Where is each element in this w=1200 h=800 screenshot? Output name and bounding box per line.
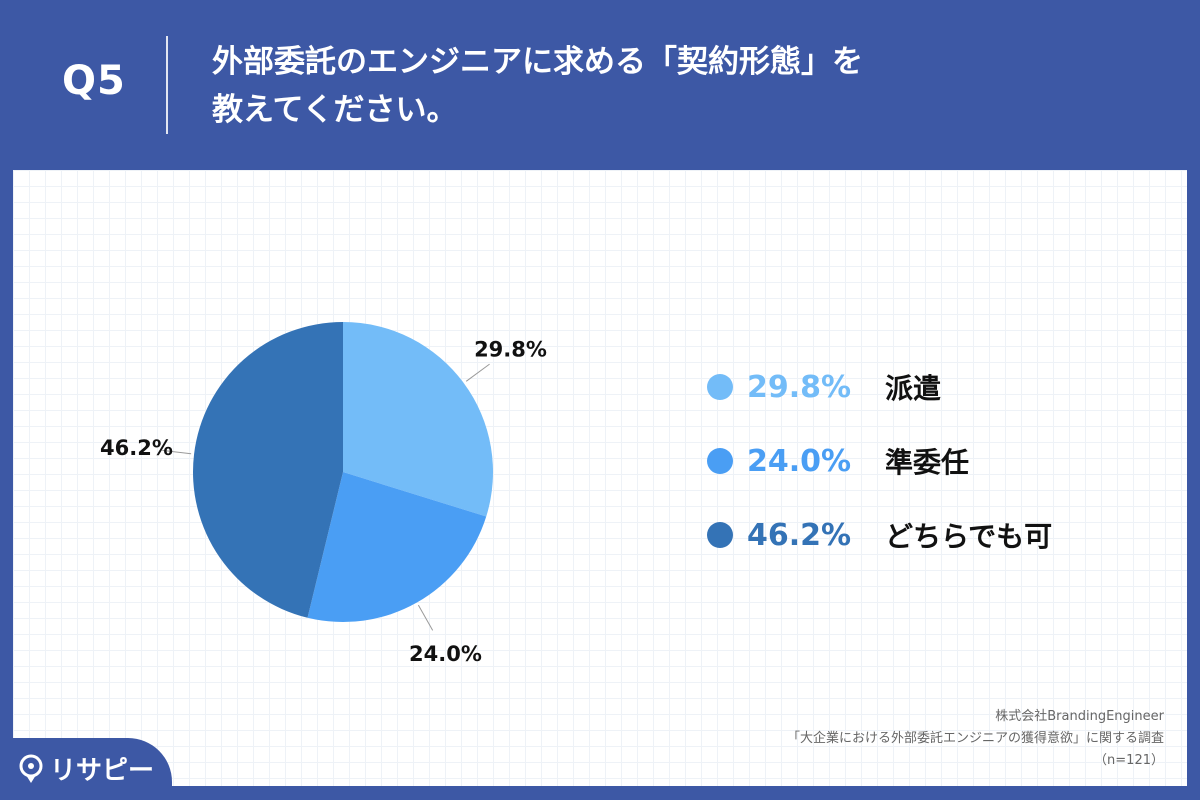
question-line-2: 教えてください。	[212, 92, 458, 128]
question-line-1: 外部委託のエンジニアに求める「契約形態」を	[212, 44, 863, 80]
legend-dot-icon	[707, 448, 733, 474]
chart-legend: 29.8% 派遣 24.0% 準委任 46.2% どちらでも可	[707, 350, 1052, 572]
legend-label: どちらでも可	[885, 520, 1053, 553]
legend-item-haken: 29.8% 派遣	[707, 350, 1052, 424]
brand-logo: リサピー	[18, 750, 154, 787]
pie-label-dochiras: 46.2%	[100, 436, 173, 460]
legend-item-jun-inin: 24.0% 準委任	[707, 424, 1052, 498]
pie-leader-line	[417, 604, 434, 631]
pie-leader-line	[465, 363, 490, 382]
survey-source: 株式会社BrandingEngineer 「大企業における外部委託エンジニアの獲…	[787, 706, 1164, 772]
logo-text: リサピー	[50, 756, 155, 786]
legend-label: 派遣	[885, 372, 942, 405]
question-number: Q5	[62, 58, 126, 104]
legend-value: 24.0%	[747, 443, 852, 479]
pie-label-haken: 29.8%	[474, 338, 547, 362]
pie-leader-line	[162, 449, 192, 455]
source-company: 株式会社BrandingEngineer	[995, 709, 1164, 724]
logo-tab	[0, 738, 172, 800]
pie-slice-jun-inin	[307, 472, 487, 622]
header-divider	[166, 36, 168, 134]
legend-label: 準委任	[885, 446, 970, 479]
source-survey: 「大企業における外部委託エンジニアの獲得意欲」に関する調査	[786, 731, 1164, 746]
pie-label-jun-inin: 24.0%	[409, 642, 482, 666]
legend-value: 46.2%	[747, 517, 852, 553]
pie-slice-dochiras	[192, 322, 343, 618]
legend-dot-icon	[707, 374, 733, 400]
pie-chart: 29.8% 24.0% 46.2%	[100, 322, 547, 666]
pie-slice-haken	[343, 322, 493, 517]
source-sample: （n=121）	[1094, 753, 1164, 768]
question-title: 外部委託のエンジニアに求める「契約形態」を 教えてください。	[212, 38, 1112, 134]
legend-value: 29.8%	[747, 369, 852, 405]
chart-panel: 29.8% 24.0% 46.2% 29.8% 派遣 24.0% 準委任 46.2%…	[13, 170, 1187, 786]
map-pin-icon	[19, 754, 43, 783]
legend-item-dochiras: 46.2% どちらでも可	[707, 498, 1052, 572]
legend-dot-icon	[707, 522, 733, 548]
